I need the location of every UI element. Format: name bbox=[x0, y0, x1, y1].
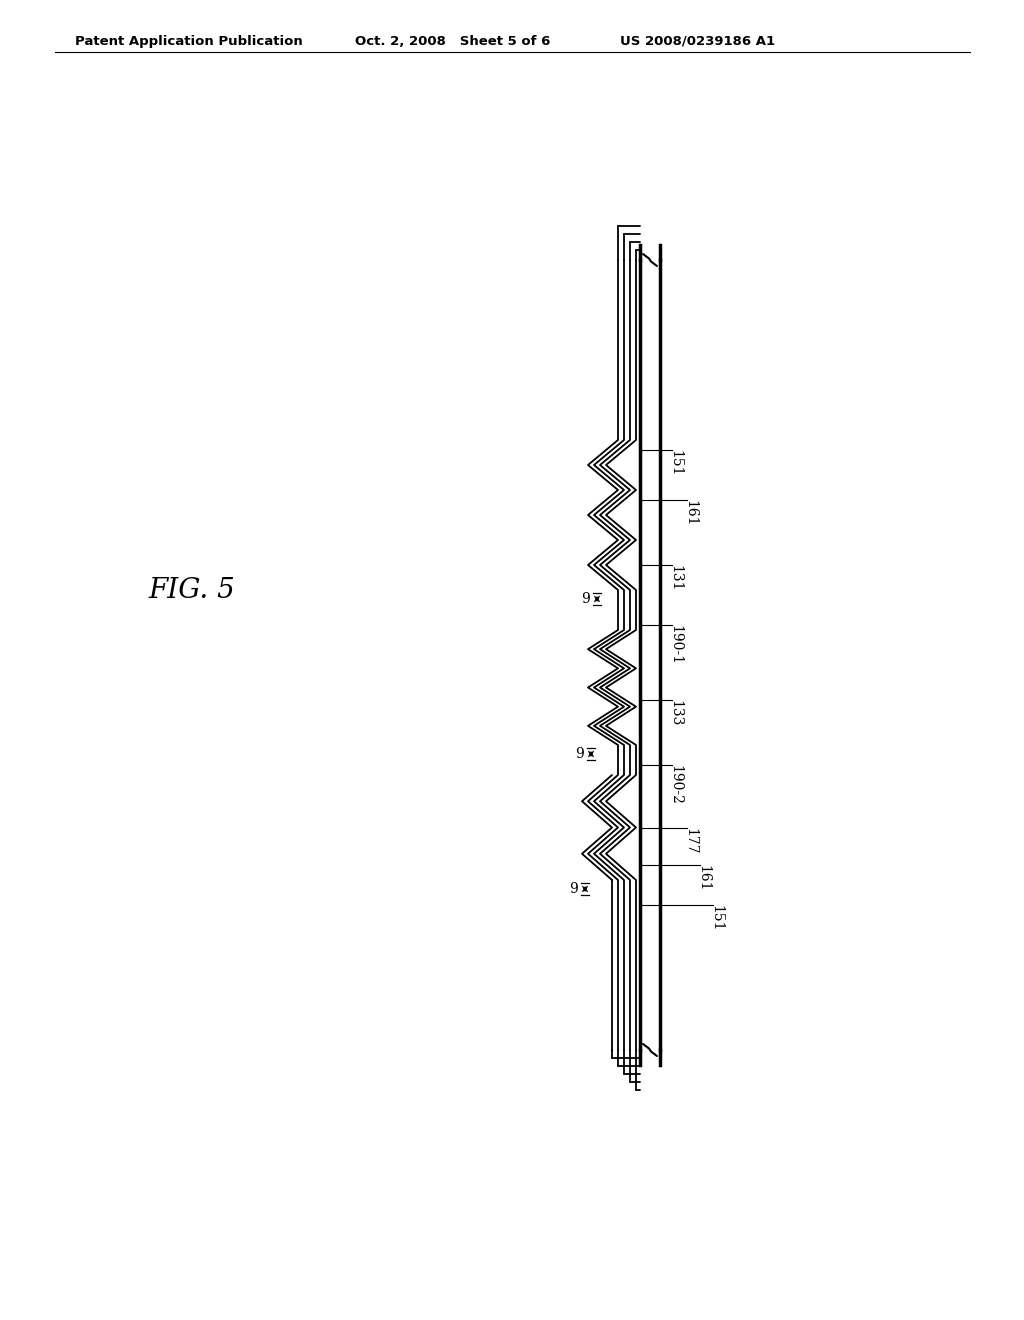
Text: 9: 9 bbox=[569, 882, 578, 896]
Text: 151: 151 bbox=[668, 450, 682, 477]
Text: 133: 133 bbox=[668, 700, 682, 726]
Text: 190-2: 190-2 bbox=[668, 766, 682, 805]
Text: Oct. 2, 2008   Sheet 5 of 6: Oct. 2, 2008 Sheet 5 of 6 bbox=[355, 36, 550, 48]
Text: 177: 177 bbox=[683, 828, 697, 854]
Text: US 2008/0239186 A1: US 2008/0239186 A1 bbox=[620, 36, 775, 48]
Text: FIG. 5: FIG. 5 bbox=[148, 577, 234, 603]
Text: 131: 131 bbox=[668, 565, 682, 591]
Text: 161: 161 bbox=[696, 865, 710, 891]
Text: 161: 161 bbox=[683, 500, 697, 527]
Text: 9: 9 bbox=[582, 591, 590, 606]
Text: 151: 151 bbox=[709, 906, 723, 932]
Text: Patent Application Publication: Patent Application Publication bbox=[75, 36, 303, 48]
Text: 190-1: 190-1 bbox=[668, 624, 682, 665]
Text: 9: 9 bbox=[575, 747, 584, 762]
